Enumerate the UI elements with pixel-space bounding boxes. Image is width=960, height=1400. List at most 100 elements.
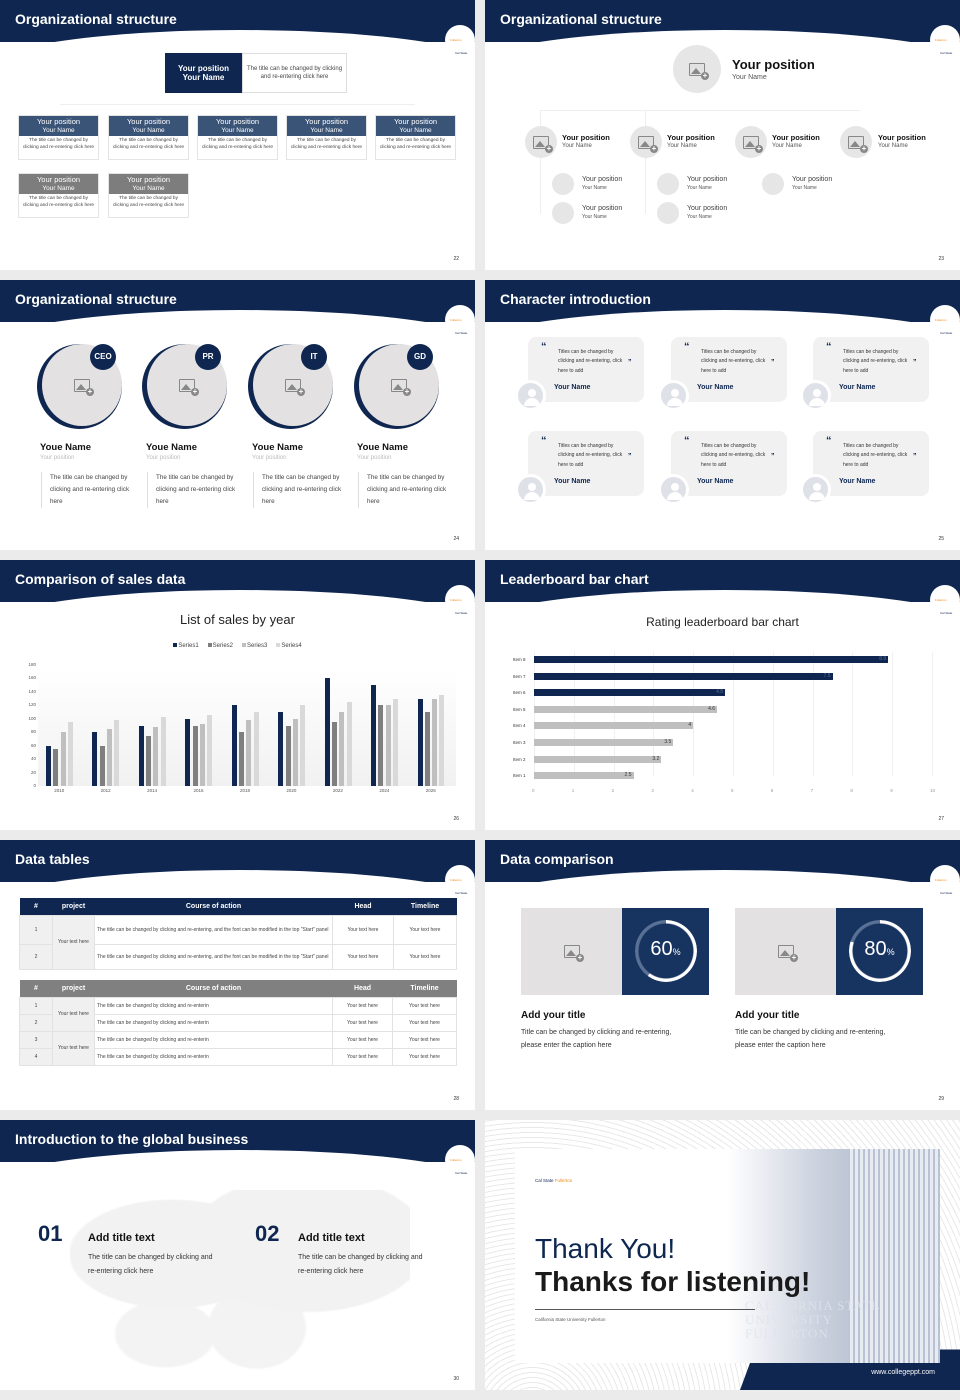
org-card[interactable]: Your position Your Name The title can be c… [18,173,99,218]
photo-placeholder-small[interactable] [552,202,574,224]
quote-card[interactable]: “Titles can be changed by clicking and r… [671,337,787,402]
image-add-icon [391,378,411,396]
bar [207,715,213,786]
member-photo[interactable] [37,344,122,429]
bar [60,732,66,786]
table-row[interactable]: 1 Your text here The title can be changed … [19,996,457,1032]
bar [432,698,438,786]
x-tick: 2010 [54,788,65,793]
image-placeholder[interactable] [735,908,837,995]
category-label: Item 7 [513,673,526,679]
x-tick: 4 [691,788,694,793]
photo-placeholder-small[interactable] [762,173,784,195]
image-placeholder[interactable] [521,908,623,995]
image-add-icon [179,378,199,396]
photo-placeholder[interactable] [630,126,662,158]
slide-29[interactable]: Data comparison Cal State Fullerton 60% … [485,840,960,1110]
category-label: Item 4 [513,723,526,729]
bar [278,712,284,786]
member-name: Youe Name [40,442,92,453]
slide-30[interactable]: Introduction to the global business Cal … [0,1120,475,1390]
slide-28[interactable]: Data tables Cal State Fullerton # project… [0,840,475,1110]
slide-thank-you[interactable]: CALIFORNIA STATE UNIVERSITY FULLERTON Ca… [485,1120,960,1390]
org-card[interactable]: Your position Your Name The title can be c… [197,115,278,160]
slide-23[interactable]: Organizational structure Cal State Fulle… [485,0,960,270]
slide-26[interactable]: Comparison of sales data Cal State Fulle… [0,560,475,830]
y-tick: 60 [30,742,36,748]
avatar [515,380,546,411]
x-tick: 2 [611,788,615,793]
slide-22[interactable]: Organizational structure Cal State Fulle… [0,0,475,270]
bar: 2.5 [534,772,634,780]
photo-placeholder[interactable] [735,126,767,158]
item-desc: Title can be changed by clicking and re-… [521,1029,672,1049]
slide-24[interactable]: Organizational structure Cal State Fulle… [0,280,475,550]
quote-card[interactable]: “Titles can be changed by clicking and r… [813,431,929,496]
photo-placeholder-small[interactable] [657,202,679,224]
name-label: Your Name [182,73,225,82]
slide-25[interactable]: Character introduction Cal State Fullert… [485,280,960,550]
org-card[interactable]: Your position Your Name The title can be c… [108,173,189,218]
table-row[interactable]: 2 The title can be changed by clicking an… [19,943,457,970]
grid-line [772,652,774,776]
divider [535,1309,755,1310]
org-card[interactable]: Your position Your Name The title can be c… [286,115,367,160]
category-label: Item 2 [513,756,526,762]
top-photo-placeholder[interactable] [673,45,721,93]
bar [439,695,445,786]
table-row[interactable]: 1 Your text here The title can be changed … [19,914,457,970]
chart-title: Rating leaderboard bar chart [646,615,799,629]
grid-line [653,652,655,776]
bar [378,705,384,786]
progress-ring [849,920,911,982]
bar: 3.2 [534,755,662,763]
bar-chart: 0 1 2 3 4 5 6 7 8 9 10 Item 8 8.9 Item 7 7.5 Item 6 4.8 I… [513,652,935,793]
table-row[interactable]: 3 Your text here The title can be changed … [19,1030,457,1066]
logo: Cal State Fullerton [930,305,960,335]
photo-placeholder-small[interactable] [552,173,574,195]
x-tick: 0 [532,788,535,793]
website-link[interactable]: www.collegeppt.com [871,1369,935,1376]
photo-placeholder-small[interactable] [657,173,679,195]
avatar [800,380,831,411]
table-row[interactable]: 2 The title can be changed by clicking an… [19,1013,457,1032]
photo-placeholder[interactable] [525,126,557,158]
member-photo[interactable] [142,344,227,429]
category-label: Item 6 [513,690,526,696]
thanks-subheading: Thanks for listening! [535,1266,811,1297]
quote-open-icon: “ [541,341,547,353]
hero-card: CALIFORNIA STATE UNIVERSITY FULLERTON [515,1149,940,1363]
category-label: Item 3 [513,740,526,745]
bar [393,698,398,786]
logo: Cal State Fullerton [930,25,960,55]
bar [253,712,259,786]
percent-value: 80% [864,938,895,960]
item-title: Add your title [521,1010,586,1021]
top-position-box[interactable]: Your position Your Name The title can be … [165,53,347,93]
x-tick: 6 [770,788,774,793]
quote-card[interactable]: “Titles can be changed by clicking and r… [671,431,787,496]
table-row[interactable]: 4 The title can be changed by clicking an… [19,1047,457,1066]
item-title: Add your title [735,1010,800,1021]
y-tick: 100 [28,715,36,721]
bar [246,720,252,786]
quote-card[interactable]: “Titles can be changed by clicking and r… [813,337,929,402]
page-number: 24 [453,536,459,542]
bar [371,685,377,786]
x-tick: 2022 [332,788,343,793]
image-add-icon [743,135,763,153]
org-card[interactable]: Your position Your Name The title can be c… [375,115,456,160]
page-number: 26 [453,816,459,822]
connector-line [645,110,646,214]
org-card[interactable]: Your position Your Name The title can be c… [108,115,189,160]
page-number: 28 [453,1096,459,1102]
photo-placeholder[interactable] [840,126,872,158]
bar [385,705,391,786]
slide-27[interactable]: Leaderboard bar chart Cal State Fullerto… [485,560,960,830]
grid-line [573,652,575,776]
quote-card[interactable]: “Titles can be changed by clicking and r… [528,431,644,496]
org-card[interactable]: Your position Your Name The title can be c… [18,115,99,160]
logo: Cal State Fullerton [445,585,475,615]
grid-line [892,652,894,776]
quote-card[interactable]: “Titles can be changed by clicking and r… [528,337,644,402]
